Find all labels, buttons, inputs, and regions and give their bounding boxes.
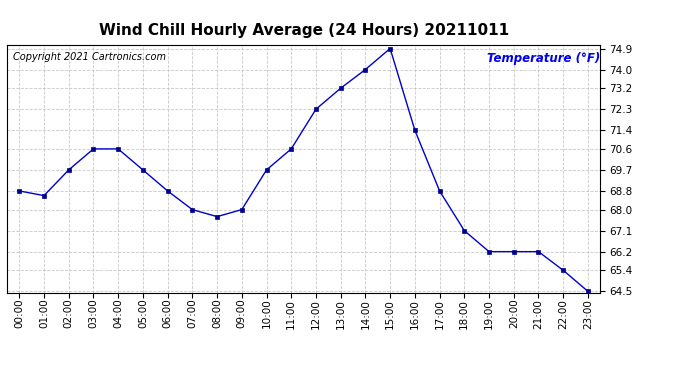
Text: Temperature (°F): Temperature (°F): [487, 53, 600, 65]
Text: Wind Chill Hourly Average (24 Hours) 20211011: Wind Chill Hourly Average (24 Hours) 202…: [99, 22, 509, 38]
Text: Copyright 2021 Cartronics.com: Copyright 2021 Cartronics.com: [13, 53, 166, 62]
